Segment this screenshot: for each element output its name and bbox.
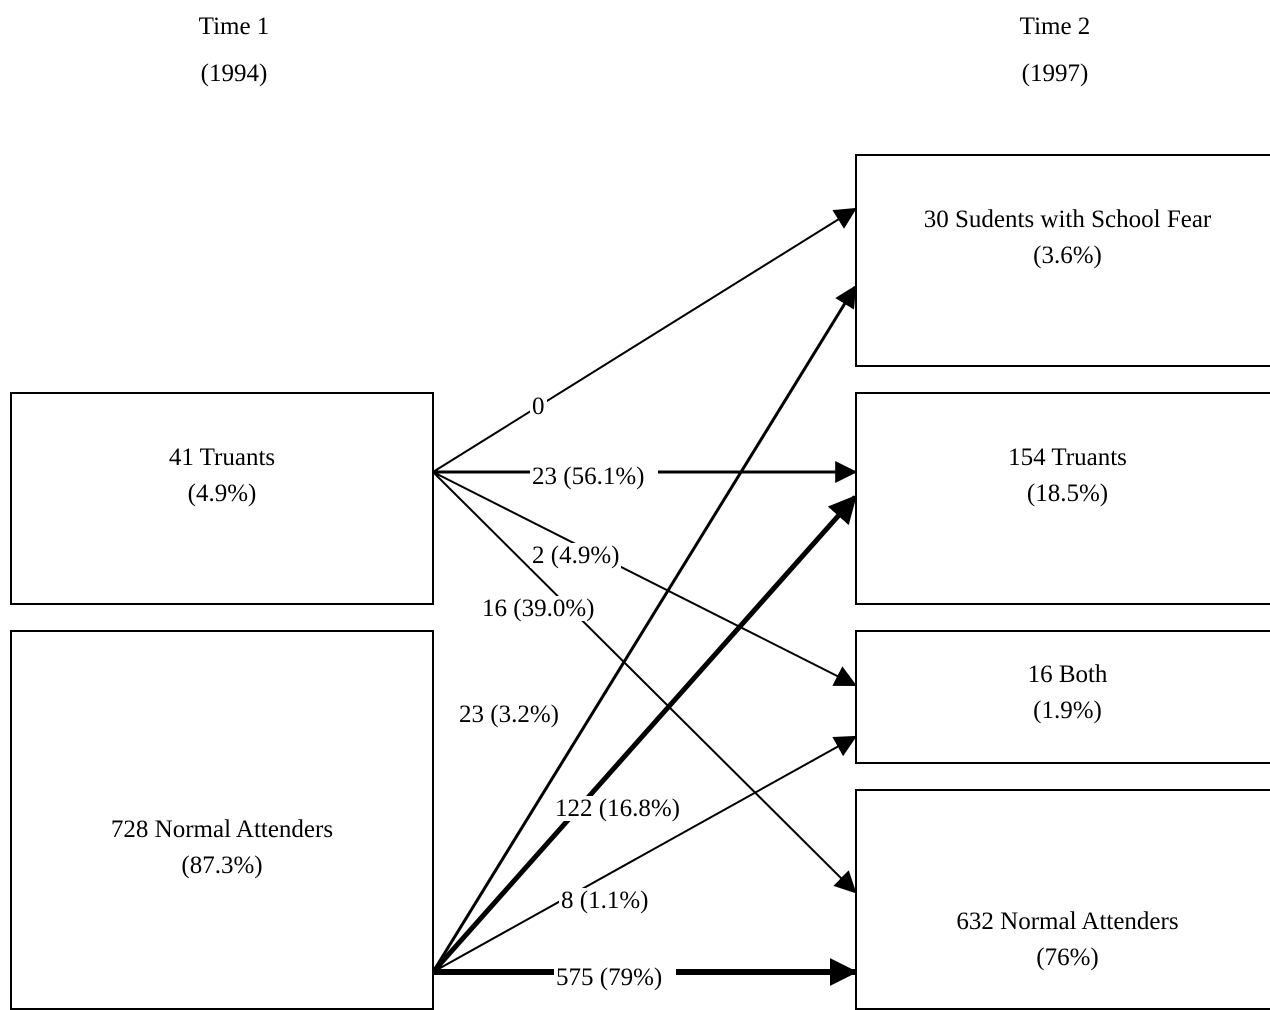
flow-label-truants-to-normal: 16 (39.0%): [480, 595, 597, 622]
box-time2-both: 16 Both (1.9%): [855, 630, 1270, 764]
box-time2-truants: 154 Truants (18.5%): [855, 392, 1270, 605]
time2-title: Time 2: [1019, 13, 1091, 40]
box-time1-truants: 41 Truants (4.9%): [10, 392, 434, 605]
box-time2-school-fear: 30 Sudents with School Fear (3.6%): [855, 154, 1270, 367]
box-time1-normal: 728 Normal Attenders (87.3%): [10, 630, 434, 1010]
box-time2-normal-name: 632 Normal Attenders: [956, 908, 1179, 935]
box-time2-school-fear-name: 30 Sudents with School Fear: [923, 206, 1212, 233]
box-time1-truants-pct: (4.9%): [187, 480, 257, 507]
time1-header: Time 1 (1994): [134, 14, 334, 86]
arrow-normal-to-both: [432, 735, 857, 973]
flow-label-truants-to-both: 2 (4.9%): [530, 542, 622, 569]
box-time1-truants-name: 41 Truants: [168, 444, 276, 471]
arrow-normal-to-fear: [431, 285, 857, 973]
box-time2-truants-name: 154 Truants: [1008, 444, 1127, 471]
arrow-truants-to-both: [432, 471, 857, 686]
flow-label-truants-to-truants: 23 (56.1%): [530, 464, 659, 489]
time2-header: Time 2 (1997): [955, 14, 1155, 86]
box-time2-both-name: 16 Both: [1027, 661, 1108, 688]
flow-label-normal-to-normal: 575 (79%): [554, 965, 677, 990]
arrow-truants-to-normal: [432, 471, 857, 894]
flow-label-truants-to-fear: 0: [530, 393, 547, 420]
flow-label-normal-to-both: 8 (1.1%): [559, 887, 651, 914]
arrow-truants-to-fear: [432, 207, 857, 473]
flow-label-normal-to-fear: 23 (3.2%): [457, 701, 561, 728]
time2-year: (1997): [1021, 60, 1089, 87]
box-time1-normal-pct: (87.3%): [181, 852, 263, 879]
time1-title: Time 1: [198, 13, 270, 40]
box-time2-both-pct: (1.9%): [1033, 697, 1102, 724]
box-time2-truants-pct: (18.5%): [1026, 480, 1109, 507]
time1-year: (1994): [200, 60, 268, 87]
box-time2-normal-pct: (76%): [1036, 944, 1099, 971]
box-time2-school-fear-pct: (3.6%): [1033, 242, 1102, 269]
flow-label-normal-to-truants: 122 (16.8%): [553, 795, 682, 822]
arrow-normal-to-truants: [431, 494, 857, 974]
box-time2-normal: 632 Normal Attenders (76%): [855, 789, 1270, 1010]
box-time1-normal-name: 728 Normal Attenders: [110, 816, 334, 843]
